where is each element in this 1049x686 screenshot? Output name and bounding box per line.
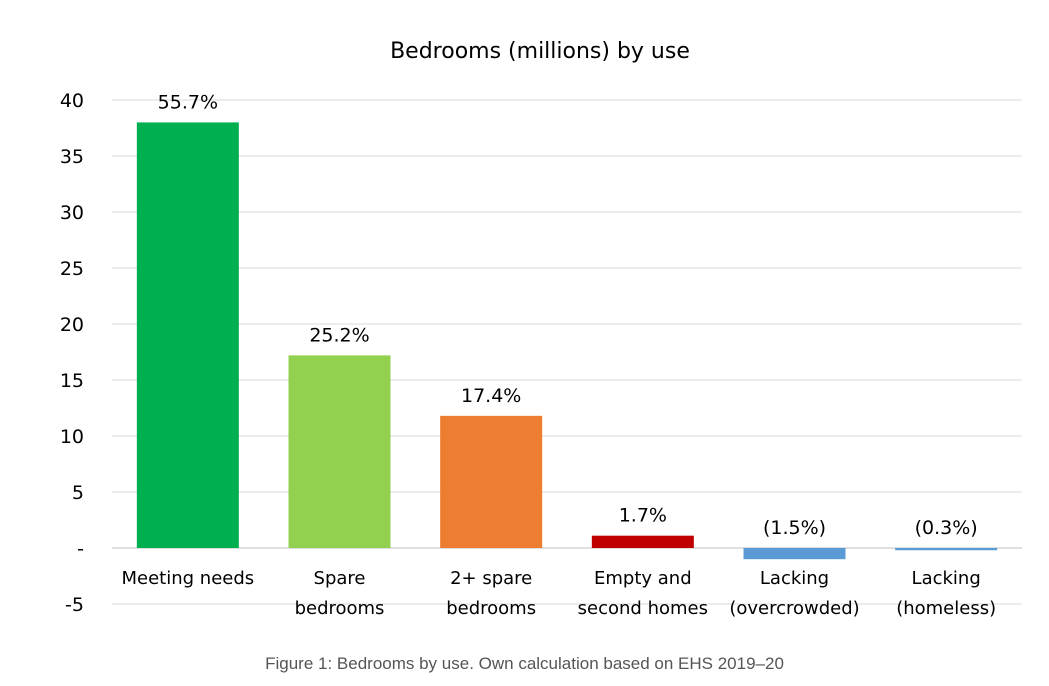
y-tick-label: 5 [72,482,84,504]
category-labels: Meeting needs Spare bedrooms 2+ spare bedroo… [122,568,997,619]
y-tick-label: - [77,538,84,560]
category-label: Empty and second homes [578,568,708,619]
y-tick-label: -5 [65,594,84,616]
data-label: (0.3%) [915,517,978,539]
bar [440,415,543,548]
bar [895,548,998,551]
bar [136,122,239,549]
bar [288,355,391,548]
category-label: Spare bedrooms [295,568,385,619]
data-label: 1.7% [619,505,667,527]
y-tick-label: 40 [60,90,84,112]
category-label: Meeting needs [122,568,255,589]
bar-chart: Bedrooms (millions) by use 40 35 30 25 20 15 1… [60,39,1022,619]
y-tick-label: 10 [60,426,84,448]
data-labels: 55.7% 25.2% 17.4% 1.7% (1.5%) (0.3%) [158,91,978,539]
bar [743,548,846,560]
figure-caption: Figure 1: Bedrooms by use. Own calculati… [265,654,784,673]
data-label: 17.4% [461,385,521,407]
y-tick-label: 25 [60,258,84,280]
data-label: 55.7% [158,91,218,113]
data-label: 25.2% [309,324,369,346]
bars [136,122,998,560]
y-tick-label: 35 [60,146,84,168]
gridlines [112,99,1022,605]
chart-title: Bedrooms (millions) by use [390,39,690,64]
y-tick-label: 20 [60,314,84,336]
category-label: Lacking (homeless) [896,568,996,619]
bar [591,535,694,548]
y-tick-label: 15 [60,370,84,392]
data-label: (1.5%) [763,517,826,539]
category-label: 2+ spare bedrooms [446,568,536,619]
y-tick-label: 30 [60,202,84,224]
y-axis-ticks: 40 35 30 25 20 15 10 5 - -5 [60,90,84,616]
category-label: Lacking (overcrowded) [729,568,859,619]
